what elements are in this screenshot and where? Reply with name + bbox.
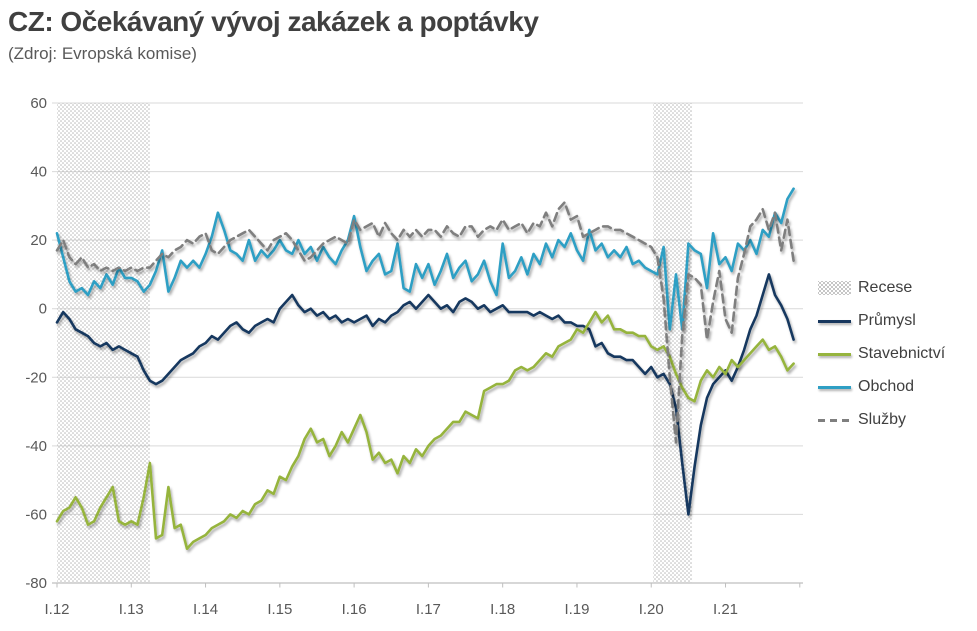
legend-item-stavebnictvi: Stavebnictví: [818, 344, 976, 364]
svg-text:-60: -60: [25, 506, 47, 523]
sluzby-dashed-swatch: [818, 418, 851, 422]
legend-item-obchod: Obchod: [818, 377, 976, 397]
series-line-stavebnictví: [55, 310, 795, 551]
x-axis: [52, 582, 803, 588]
legend-label-prumysl: Průmysl: [858, 312, 916, 329]
x-axis-labels: I.12 I.13 I.14 I.15 I.16 I.17 I.18 I.19 I.20 I.21: [44, 601, 738, 618]
legend-item-recese: Recese: [818, 278, 976, 298]
obchod-line-swatch: [818, 385, 851, 389]
stavebnictvi-line-swatch: [818, 352, 851, 356]
svg-text:-80: -80: [25, 575, 47, 592]
recession-pattern-swatch: [818, 281, 851, 295]
chart-title: CZ: Očekávaný vývoj zakázek a poptávky: [8, 6, 539, 37]
legend-label-sluzby: Služby: [858, 411, 907, 428]
prumysl-line-swatch: [818, 319, 851, 323]
svg-text:I.20: I.20: [639, 601, 664, 618]
svg-text:I.18: I.18: [490, 601, 515, 618]
svg-text:-40: -40: [25, 438, 47, 455]
series-line-obchod: [55, 187, 795, 331]
legend-label-recese: Recese: [858, 279, 913, 296]
svg-text:I.15: I.15: [267, 601, 292, 618]
recession-bands: [57, 103, 693, 583]
svg-text:I.17: I.17: [416, 601, 441, 618]
svg-text:I.12: I.12: [44, 601, 69, 618]
y-axis-labels: 60 40 20 0 -20 -40 -60 -80: [25, 95, 47, 592]
svg-text:I.19: I.19: [564, 601, 589, 618]
series-line-služby: [55, 201, 795, 444]
legend-label-obchod: Obchod: [858, 378, 915, 395]
chart-source: (Zdroj: Evropská komise): [8, 44, 197, 63]
svg-text:60: 60: [30, 95, 47, 112]
svg-text:I.16: I.16: [342, 601, 367, 618]
svg-text:I.14: I.14: [193, 601, 218, 618]
legend-item-sluzby: Služby: [818, 410, 976, 430]
svg-text:20: 20: [30, 232, 47, 249]
legend-label-stavebnictvi: Stavebnictví: [858, 345, 946, 362]
svg-text:40: 40: [30, 164, 47, 181]
legend: Recese Průmysl Stavebnictví Obchod Služb…: [818, 278, 976, 443]
svg-text:-20: -20: [25, 369, 47, 386]
svg-text:0: 0: [39, 301, 47, 318]
svg-text:I.21: I.21: [713, 601, 738, 618]
legend-item-prumysl: Průmysl: [818, 311, 976, 331]
svg-text:I.13: I.13: [119, 601, 144, 618]
